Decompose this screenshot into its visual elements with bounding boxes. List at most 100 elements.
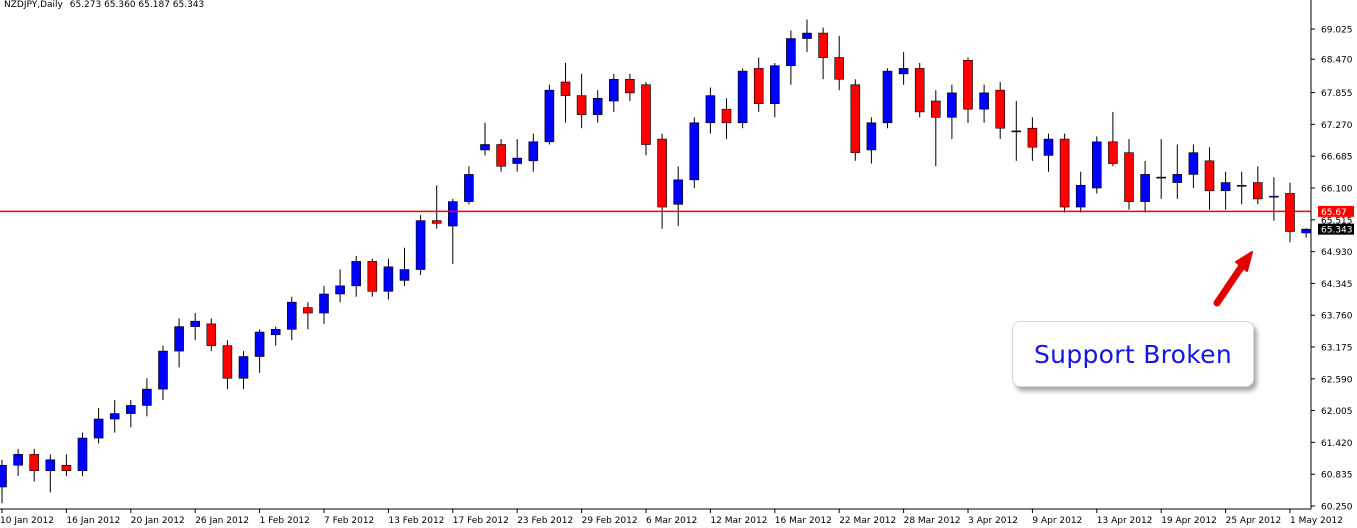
candle [45, 454, 56, 493]
candle-body [963, 59, 973, 110]
candle-body [45, 459, 56, 471]
y-tick-label: 63.760 [1321, 312, 1353, 322]
candle-body [383, 266, 394, 292]
candle-body [206, 323, 217, 346]
candle-body [77, 437, 88, 471]
candle-body [1236, 184, 1247, 187]
candle [1188, 144, 1199, 188]
x-tick-label: 1 May 2012 [1290, 516, 1343, 526]
candle-body [625, 78, 635, 94]
candle-body [431, 220, 442, 224]
candle [995, 82, 1006, 140]
candle-body [319, 293, 329, 314]
candle-body [1285, 193, 1295, 232]
candle [786, 30, 796, 85]
candle [254, 329, 265, 373]
x-tick-label: 29 Feb 2012 [582, 516, 638, 526]
candle-body [13, 454, 23, 466]
candle [238, 351, 249, 390]
candle-body [1027, 127, 1038, 148]
candle [818, 27, 828, 80]
x-tick-label: 10 Jan 2012 [0, 516, 54, 526]
candle [625, 73, 635, 102]
candle [673, 166, 684, 227]
candle-body [1011, 130, 1022, 133]
candle [415, 215, 426, 275]
candle-body [914, 68, 925, 113]
candle [319, 285, 329, 324]
candle [1285, 182, 1295, 243]
y-tick-label: 67.270 [1321, 121, 1353, 131]
candle-body [673, 179, 684, 205]
candle-body [270, 329, 281, 336]
candle [464, 166, 474, 205]
candle [158, 345, 168, 400]
candle [1027, 117, 1038, 161]
candle [1253, 166, 1263, 205]
candle [641, 82, 651, 156]
candle-body [447, 201, 458, 227]
candle [705, 87, 716, 134]
candle [528, 133, 539, 172]
y-tick-label: 62.590 [1321, 375, 1353, 385]
last-price-tag [1318, 223, 1354, 235]
y-tick-label: 66.100 [1321, 185, 1353, 195]
candle-body [608, 78, 619, 102]
candle-body [850, 84, 861, 153]
candle-body [335, 285, 345, 295]
candle [657, 133, 667, 229]
x-tick-label: 16 Mar 2012 [775, 516, 832, 526]
candle [1140, 160, 1150, 213]
candle [1204, 147, 1215, 210]
y-tick-label: 64.345 [1321, 280, 1353, 290]
y-tick-label: 64.930 [1321, 248, 1353, 258]
candle [1043, 133, 1054, 172]
symbol-label: NZDJPY,Daily [4, 0, 63, 10]
candle-body [834, 57, 845, 80]
candle [480, 122, 490, 156]
x-tick-label: 13 Apr 2012 [1097, 516, 1153, 526]
candle-body [1172, 174, 1183, 183]
candle-body [1204, 160, 1215, 192]
ohlc-readout: 65.273 65.360 65.187 65.343 [69, 0, 205, 10]
y-tick-label: 60.250 [1321, 503, 1353, 513]
x-tick-label: 9 Apr 2012 [1032, 516, 1082, 526]
candle [963, 57, 973, 123]
x-tick-label: 13 Feb 2012 [388, 516, 444, 526]
candle-body [303, 307, 313, 314]
candle-body [29, 454, 40, 471]
candle-body [882, 70, 893, 124]
candle [190, 313, 200, 341]
candle-body [1059, 138, 1070, 208]
y-tick-label: 61.420 [1321, 439, 1353, 449]
candle [834, 35, 845, 91]
candle [689, 117, 700, 188]
candle-body [254, 331, 265, 357]
candle-body [657, 138, 667, 208]
candle-body [174, 326, 184, 352]
candle [142, 378, 152, 417]
candle [335, 269, 345, 303]
candle [206, 318, 217, 352]
candle-body [1043, 138, 1054, 156]
y-tick-label: 62.005 [1321, 407, 1353, 417]
candle [1092, 136, 1102, 194]
x-tick-label: 16 Jan 2012 [66, 516, 120, 526]
candle-body [737, 70, 748, 124]
y-tick-label: 69.025 [1321, 26, 1353, 36]
candle-body [705, 95, 716, 124]
candle-body [61, 464, 72, 471]
candle-body [1188, 152, 1199, 175]
candle [174, 318, 184, 368]
candle [737, 68, 748, 129]
x-tick-label: 3 Apr 2012 [968, 516, 1018, 526]
candle-body [351, 261, 362, 287]
candle-body [769, 65, 780, 105]
candle [608, 73, 619, 112]
candle [222, 340, 233, 390]
chart-header: NZDJPY,Daily 65.273 65.360 65.187 65.343 [4, 0, 208, 10]
candles-layer [0, 19, 1311, 504]
y-tick-label: 60.835 [1321, 471, 1353, 481]
candle [93, 408, 104, 444]
candle-body [464, 174, 474, 202]
